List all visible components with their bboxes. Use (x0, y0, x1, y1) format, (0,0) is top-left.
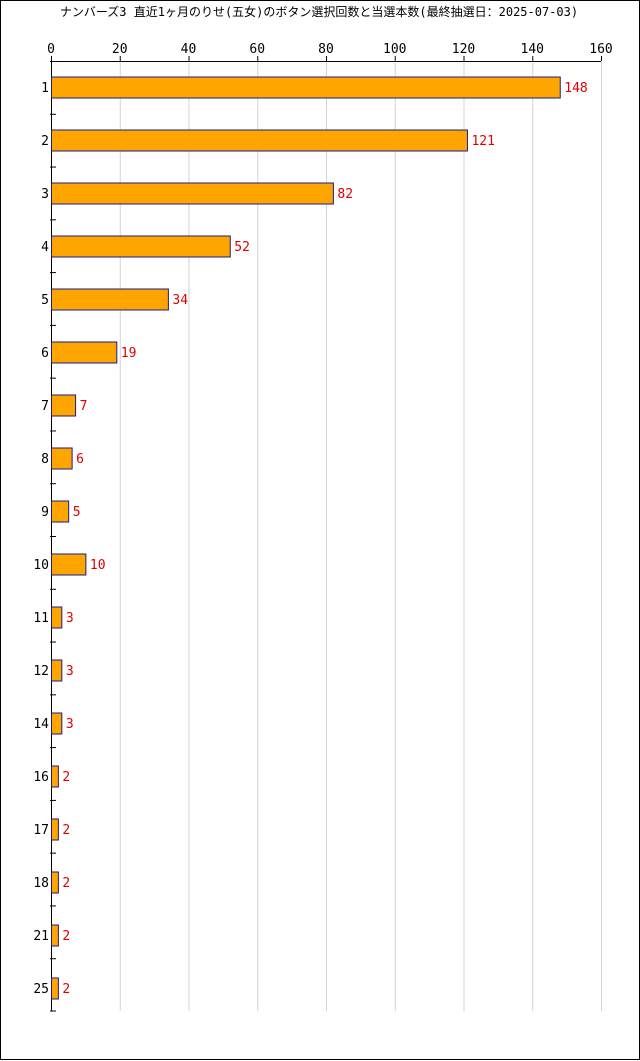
category-label: 1 (41, 81, 49, 96)
category-label: 3 (41, 187, 49, 202)
data-label: 3 (66, 664, 74, 679)
data-label: 2 (62, 770, 70, 785)
bar (51, 394, 77, 417)
bar (51, 447, 73, 470)
category-label: 12 (33, 664, 49, 679)
bar (51, 924, 59, 947)
bar (51, 659, 63, 682)
category-label: 14 (33, 717, 49, 732)
data-label: 6 (76, 452, 84, 467)
category-label: 11 (33, 611, 49, 626)
category-label: 21 (33, 929, 49, 944)
data-label: 148 (564, 81, 587, 96)
bar (51, 76, 561, 99)
data-label: 82 (337, 187, 353, 202)
category-label: 8 (41, 452, 49, 467)
category-label: 10 (33, 558, 49, 573)
data-label: 2 (62, 823, 70, 838)
x-tick-label: 0 (47, 42, 55, 57)
bar (51, 500, 70, 523)
data-label: 121 (471, 134, 494, 149)
x-tick-label: 20 (112, 42, 128, 57)
category-label: 17 (33, 823, 49, 838)
data-label: 34 (172, 293, 188, 308)
x-tick-label: 160 (589, 42, 612, 57)
axes: 0 20 40 60 80 100 120 140 160 (47, 42, 613, 1012)
data-label: 3 (66, 717, 74, 732)
x-tick-label: 100 (383, 42, 406, 57)
gridlines (119, 61, 602, 1011)
data-label: 5 (73, 505, 81, 520)
x-tick-label: 40 (181, 42, 197, 57)
x-tick-label: 120 (452, 42, 475, 57)
category-label: 16 (33, 770, 49, 785)
data-label: 7 (80, 399, 88, 414)
category-label: 2 (41, 134, 49, 149)
data-label: 2 (62, 876, 70, 891)
category-label: 6 (41, 346, 49, 361)
bar (51, 288, 169, 311)
category-label: 9 (41, 505, 49, 520)
data-label: 3 (66, 611, 74, 626)
data-label: 19 (121, 346, 137, 361)
data-label: 2 (62, 982, 70, 997)
bar (51, 818, 59, 841)
category-label: 18 (33, 876, 49, 891)
category-label: 4 (41, 240, 49, 255)
bar (51, 871, 59, 894)
x-tick-label: 60 (249, 42, 265, 57)
bar (51, 182, 334, 205)
data-label: 2 (62, 929, 70, 944)
bar (51, 977, 59, 1000)
bar (51, 129, 468, 152)
bar (51, 765, 59, 788)
bar (51, 341, 118, 364)
bar (51, 553, 87, 576)
data-label: 10 (90, 558, 106, 573)
bar (51, 235, 231, 258)
x-tick-label: 140 (521, 42, 544, 57)
category-label: 25 (33, 982, 49, 997)
bars (51, 76, 561, 1000)
bar (51, 712, 63, 735)
x-tick-label: 80 (318, 42, 334, 57)
category-label: 5 (41, 293, 49, 308)
bar (51, 606, 63, 629)
chart-title: ナンバーズ3 直近1ヶ月のりせ(五女)のボタン選択回数と当選本数(最終抽選日：2… (60, 4, 578, 19)
data-label: 52 (234, 240, 250, 255)
category-label: 7 (41, 399, 49, 414)
